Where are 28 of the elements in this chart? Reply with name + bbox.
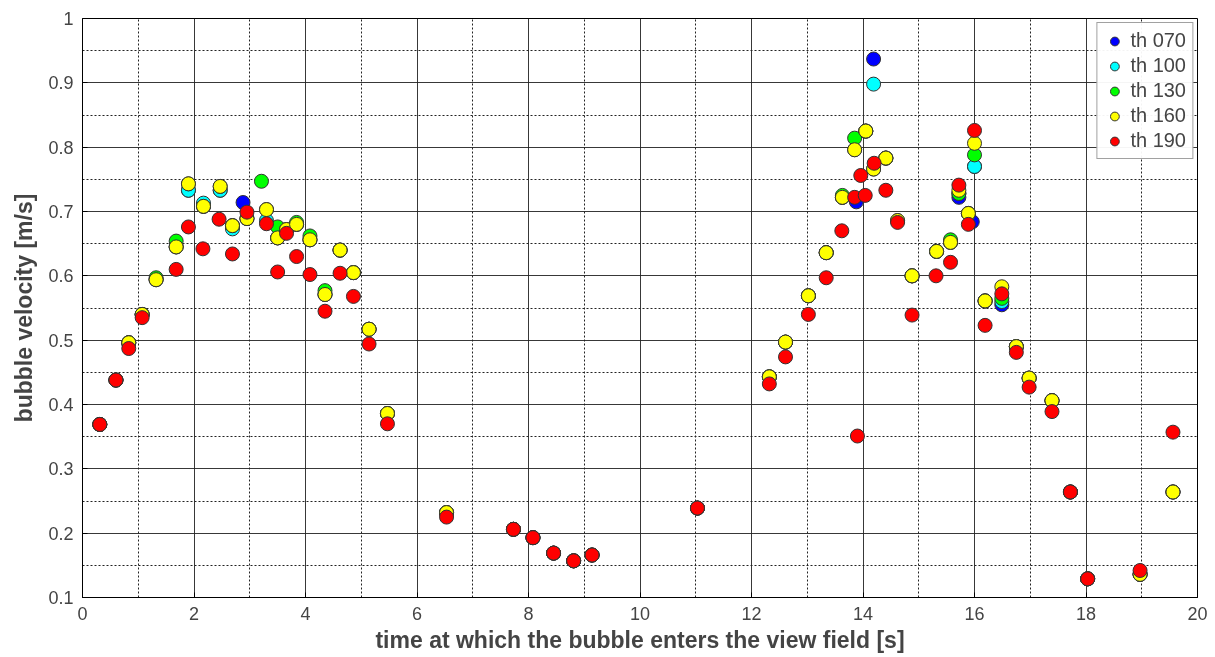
legend-label: th 160	[1130, 104, 1186, 127]
x-tick-label: 18	[1075, 603, 1097, 624]
x-tick-label: 0	[77, 603, 88, 624]
y-axis-title: bubble velocity [m/s]	[11, 193, 38, 423]
x-tick-label: 8	[523, 603, 534, 624]
legend-label: th 190	[1130, 129, 1186, 152]
y-tick-label: 0.1	[48, 588, 74, 608]
y-tick-label: 0.6	[48, 266, 74, 287]
x-tick-label: 12	[741, 603, 762, 624]
x-tick-label: 4	[300, 603, 311, 624]
y-tick-label: 0.5	[48, 330, 74, 351]
legend-label: th 130	[1130, 79, 1186, 102]
x-tick-label: 16	[964, 603, 985, 624]
y-tick-label: 0.4	[48, 395, 74, 415]
x-tick-label: 20	[1187, 603, 1208, 624]
y-tick-label: 1	[63, 9, 74, 29]
legend-label: th 070	[1130, 29, 1186, 52]
x-tick-label: 6	[411, 603, 423, 624]
y-tick-label: 0.9	[48, 73, 74, 94]
legend-label: th 100	[1130, 54, 1186, 77]
y-tick-label: 0.7	[48, 202, 74, 222]
y-tick-label: 0.3	[48, 459, 74, 480]
y-tick-label: 0.8	[48, 137, 74, 158]
x-tick-label: 2	[188, 603, 200, 624]
x-tick-label: 14	[852, 603, 874, 624]
y-tick-label: 0.2	[48, 523, 74, 544]
x-tick-label: 10	[629, 603, 651, 624]
x-axis-title: time at which the bubble enters the view field [s]	[375, 626, 905, 653]
